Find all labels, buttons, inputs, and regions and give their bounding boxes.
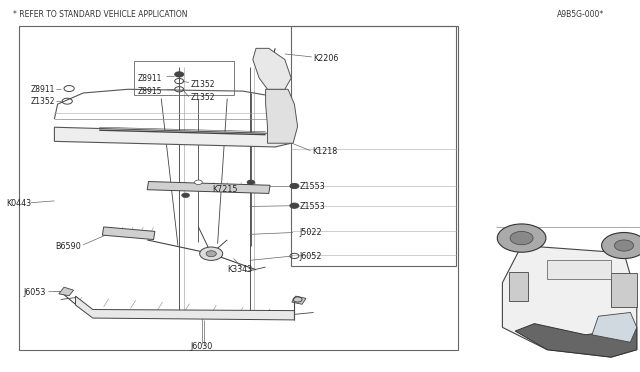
Polygon shape	[59, 287, 74, 296]
Circle shape	[510, 231, 533, 245]
Text: K7215: K7215	[212, 185, 238, 194]
Text: J6053: J6053	[23, 288, 45, 296]
Polygon shape	[76, 296, 294, 320]
Text: Z8911: Z8911	[138, 74, 162, 83]
Circle shape	[247, 180, 255, 185]
Text: Z1352: Z1352	[191, 93, 215, 102]
Bar	[547, 260, 611, 279]
Text: K2206: K2206	[314, 54, 339, 63]
Text: K0443: K0443	[6, 199, 31, 208]
Polygon shape	[502, 246, 637, 357]
Polygon shape	[253, 48, 291, 89]
Circle shape	[195, 180, 202, 185]
Text: K1218: K1218	[312, 147, 337, 156]
Text: Z1553: Z1553	[300, 182, 325, 191]
Polygon shape	[147, 182, 270, 193]
Polygon shape	[102, 227, 155, 240]
Circle shape	[290, 203, 299, 208]
Bar	[134, 61, 234, 95]
Polygon shape	[515, 324, 637, 357]
Bar	[611, 273, 637, 307]
Bar	[19, 26, 458, 350]
Circle shape	[206, 251, 216, 257]
Bar	[509, 272, 528, 301]
Circle shape	[614, 240, 634, 251]
Text: Z1352: Z1352	[191, 80, 215, 89]
Text: K3343: K3343	[227, 265, 252, 274]
Circle shape	[290, 183, 299, 189]
Circle shape	[497, 224, 546, 252]
Text: Z8911: Z8911	[31, 85, 55, 94]
Text: B6590: B6590	[55, 242, 81, 251]
Circle shape	[182, 193, 189, 198]
Text: Z1352: Z1352	[31, 97, 55, 106]
Text: Z1553: Z1553	[300, 202, 325, 211]
Text: A9B5G-000*: A9B5G-000*	[557, 10, 604, 19]
Circle shape	[175, 72, 184, 77]
Polygon shape	[592, 312, 637, 342]
Text: J5022: J5022	[300, 228, 322, 237]
Text: J6052: J6052	[300, 252, 322, 261]
Text: Z8915: Z8915	[138, 87, 162, 96]
Polygon shape	[266, 89, 298, 143]
Text: J6030: J6030	[191, 342, 213, 351]
Polygon shape	[292, 296, 306, 304]
Polygon shape	[54, 127, 291, 147]
Circle shape	[602, 232, 640, 259]
Bar	[291, 26, 456, 266]
Text: * REFER TO STANDARD VEHICLE APPLICATION: * REFER TO STANDARD VEHICLE APPLICATION	[13, 10, 188, 19]
Circle shape	[200, 247, 223, 260]
